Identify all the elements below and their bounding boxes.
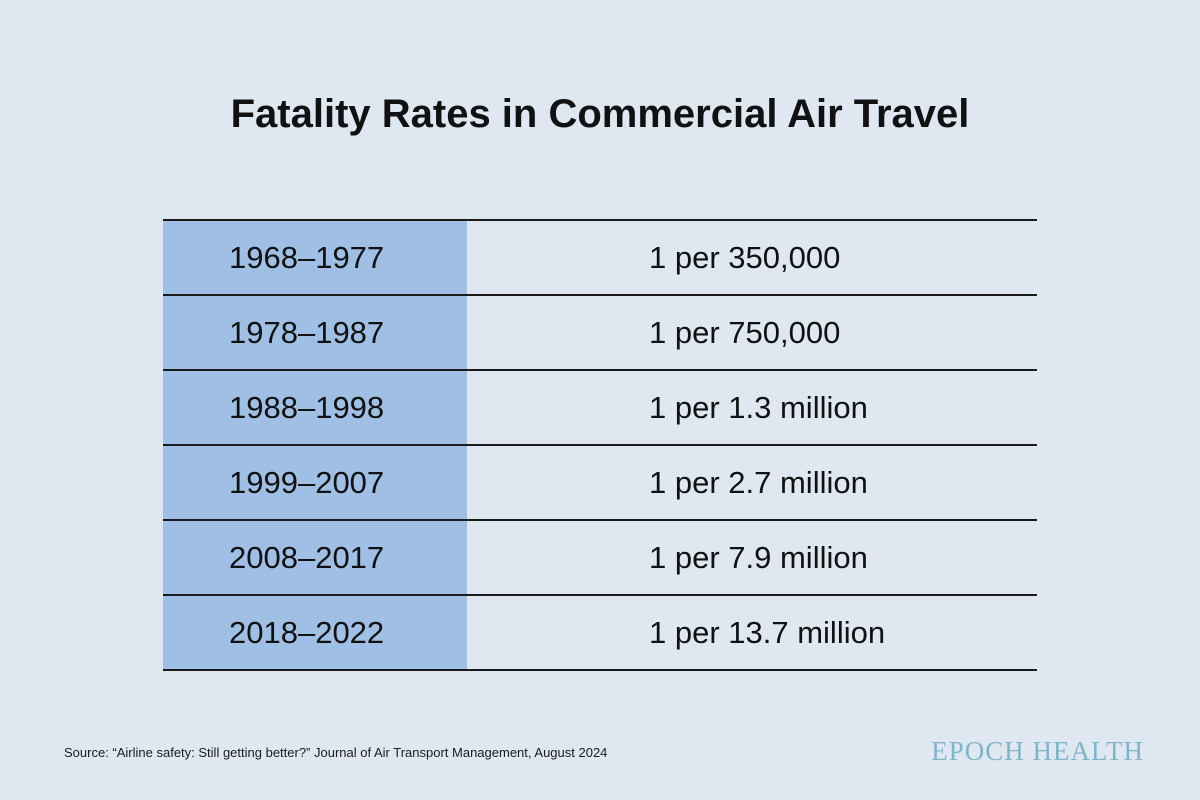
fatality-rates-table: 1968–1977 1 per 350,000 1978–1987 1 per … — [163, 219, 1037, 671]
table-row: 1988–1998 1 per 1.3 million — [163, 371, 1037, 446]
table-row: 1978–1987 1 per 750,000 — [163, 296, 1037, 371]
brand-logo: EPOCH HEALTH — [931, 736, 1144, 766]
rate-cell: 1 per 350,000 — [649, 239, 841, 275]
period-cell: 2018–2022 — [163, 596, 467, 669]
period-cell: 1978–1987 — [163, 296, 467, 369]
rate-cell: 1 per 13.7 million — [649, 614, 886, 650]
rate-cell: 1 per 7.9 million — [649, 539, 868, 575]
table-row: 2008–2017 1 per 7.9 million — [163, 521, 1037, 596]
period-cell: 1968–1977 — [163, 221, 467, 294]
chart-title: Fatality Rates in Commercial Air Travel — [230, 92, 970, 136]
period-cell: 1988–1998 — [163, 371, 467, 444]
period-cell: 2008–2017 — [163, 521, 467, 594]
rate-cell: 1 per 1.3 million — [649, 389, 868, 425]
period-cell: 1999–2007 — [163, 446, 467, 519]
source-note: Source: “Airline safety: Still getting b… — [64, 745, 608, 760]
table-row: 1999–2007 1 per 2.7 million — [163, 446, 1037, 521]
rate-cell: 1 per 750,000 — [649, 314, 841, 350]
table-row: 1968–1977 1 per 350,000 — [163, 221, 1037, 296]
rate-cell: 1 per 2.7 million — [649, 464, 868, 500]
table-row: 2018–2022 1 per 13.7 million — [163, 596, 1037, 671]
